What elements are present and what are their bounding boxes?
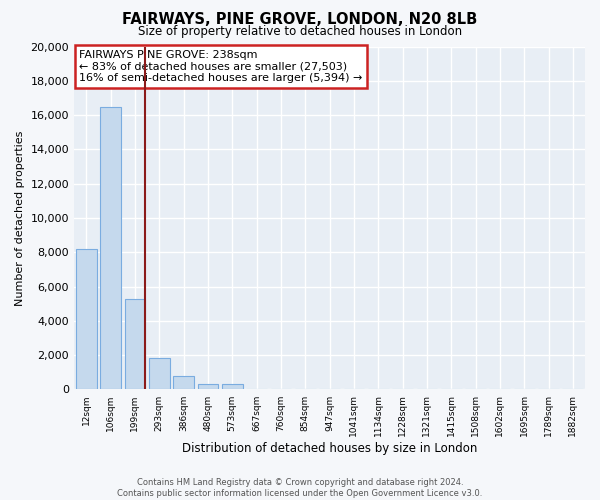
Text: FAIRWAYS PINE GROVE: 238sqm
← 83% of detached houses are smaller (27,503)
16% of: FAIRWAYS PINE GROVE: 238sqm ← 83% of det…	[79, 50, 362, 83]
Y-axis label: Number of detached properties: Number of detached properties	[15, 130, 25, 306]
Text: Size of property relative to detached houses in London: Size of property relative to detached ho…	[138, 25, 462, 38]
Bar	[125, 298, 145, 390]
Bar	[100, 106, 121, 390]
Text: Contains HM Land Registry data © Crown copyright and database right 2024.
Contai: Contains HM Land Registry data © Crown c…	[118, 478, 482, 498]
Bar	[76, 249, 97, 390]
X-axis label: Distribution of detached houses by size in London: Distribution of detached houses by size …	[182, 442, 477, 455]
Bar	[222, 384, 242, 390]
Bar	[173, 376, 194, 390]
Bar	[149, 358, 170, 390]
Bar	[197, 384, 218, 390]
Text: FAIRWAYS, PINE GROVE, LONDON, N20 8LB: FAIRWAYS, PINE GROVE, LONDON, N20 8LB	[122, 12, 478, 28]
